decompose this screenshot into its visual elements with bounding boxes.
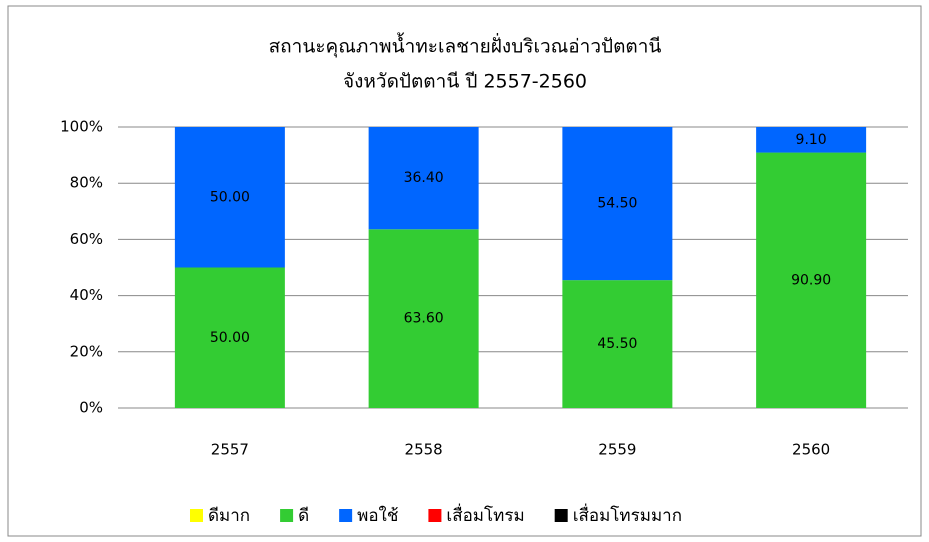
data-label: 50.00 <box>210 330 250 346</box>
legend-swatch <box>428 509 442 522</box>
bar-segment <box>174 267 285 408</box>
chart-title: สถานะคุณภาพน้ำทะเลชายฝั่งบริเวณอ่าวปัตตา… <box>269 33 662 59</box>
bar-segment <box>174 127 285 268</box>
legend-label: ดีมาก <box>208 506 250 526</box>
data-label: 54.50 <box>597 196 637 212</box>
legend-swatch <box>339 509 353 522</box>
data-label: 50.00 <box>210 189 250 205</box>
bar-segment <box>756 152 867 408</box>
data-label: 36.40 <box>404 170 444 186</box>
data-label: 9.10 <box>796 132 827 148</box>
legend-label: ดี <box>298 506 309 526</box>
data-label: 63.60 <box>404 311 444 327</box>
legend-label: เสื่อมโทรม <box>446 503 524 526</box>
data-label: 45.50 <box>597 336 637 352</box>
legend-swatch <box>280 509 294 522</box>
legend-label: พอใช้ <box>357 505 398 526</box>
bar-segment <box>368 127 479 230</box>
bar-segment <box>368 229 479 408</box>
y-tick-label: 60% <box>70 230 103 248</box>
x-tick-label: 2560 <box>792 441 830 459</box>
y-tick-label: 40% <box>70 286 103 304</box>
data-label: 90.90 <box>791 272 831 288</box>
y-tick-label: 0% <box>79 399 103 417</box>
bar-segment <box>562 280 673 408</box>
y-tick-label: 20% <box>70 342 103 360</box>
x-tick-label: 2559 <box>598 441 636 459</box>
bar-segment <box>562 127 673 281</box>
chart-title: จังหวัดปัตตานี ปี 2557-2560 <box>343 71 587 93</box>
x-tick-label: 2557 <box>211 441 249 459</box>
x-tick-label: 2558 <box>405 441 443 459</box>
legend-swatch <box>554 509 568 522</box>
y-tick-label: 100% <box>60 118 103 136</box>
legend-label: เสื่อมโทรมมาก <box>573 503 682 526</box>
bar-segment <box>756 127 867 153</box>
legend-swatch <box>190 509 203 522</box>
y-tick-label: 80% <box>70 174 103 192</box>
